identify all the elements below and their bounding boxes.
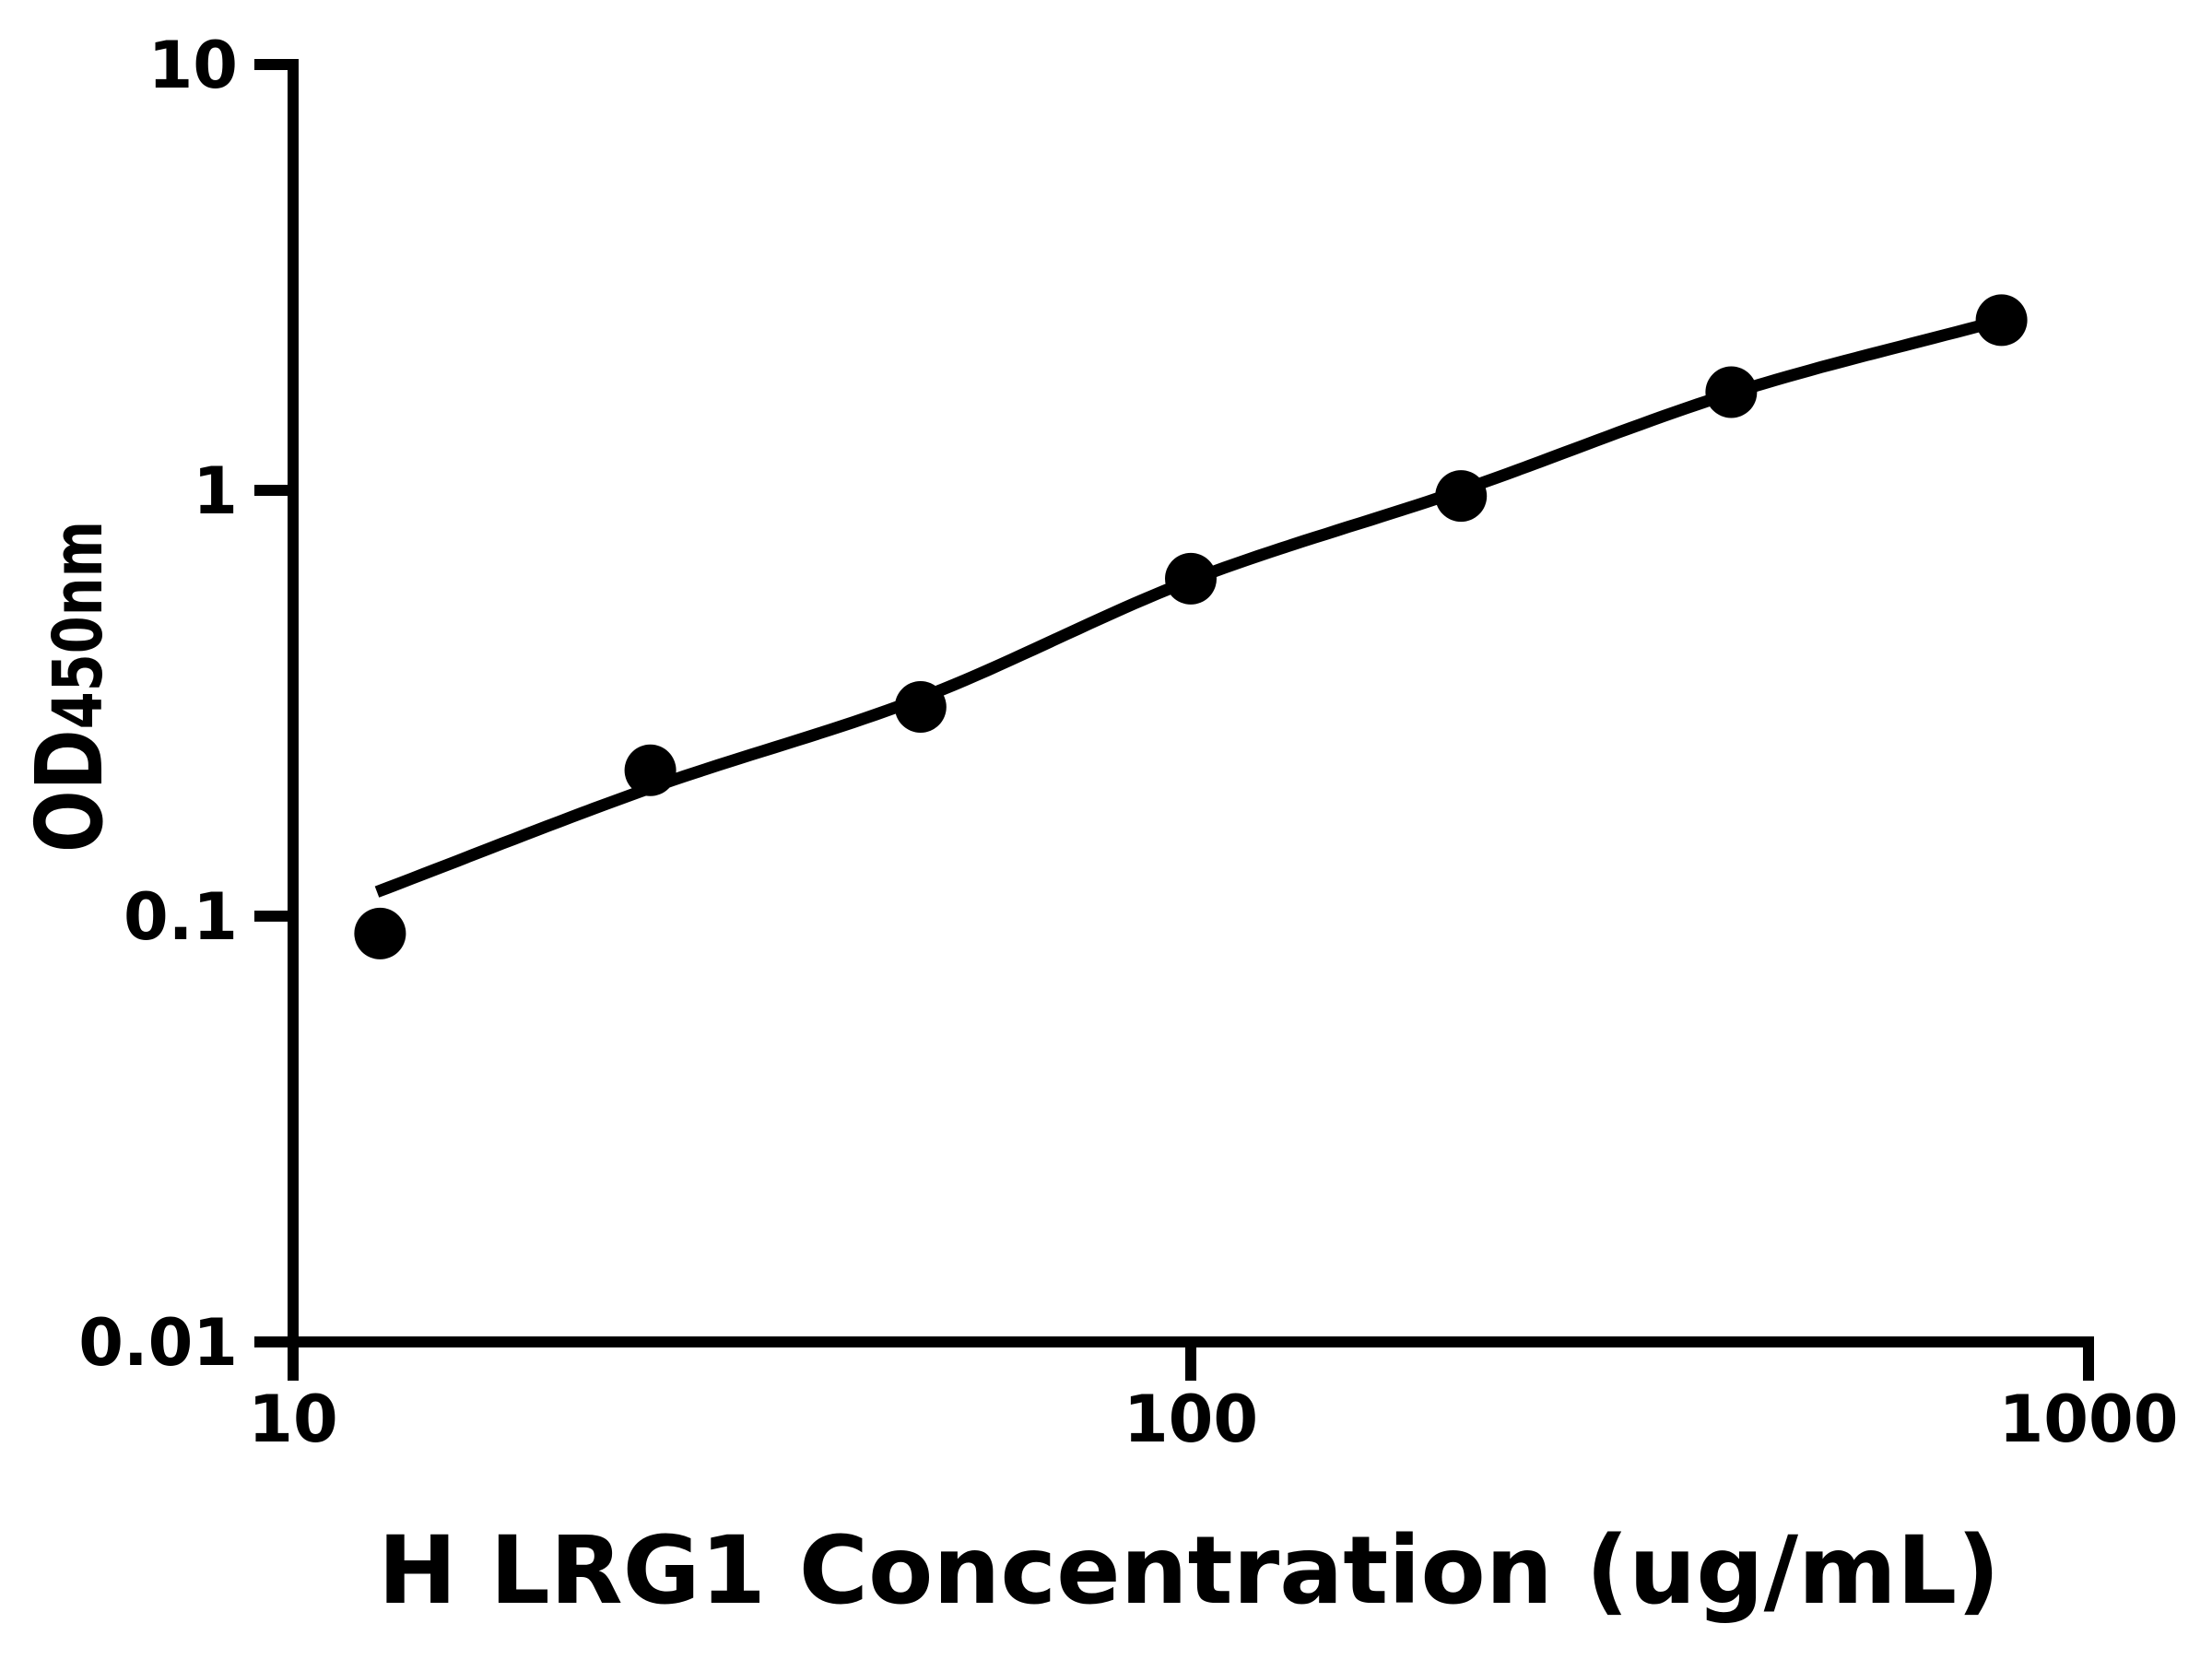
data-point-marker (1165, 552, 1217, 605)
y-tick-label: 0.1 (124, 879, 238, 955)
x-tick-label: 1000 (1999, 1382, 2179, 1457)
data-points-layer (354, 294, 2028, 959)
data-point-marker (1435, 470, 1488, 523)
fit-curve-layer (374, 314, 2004, 898)
x-tick-label: 10 (248, 1382, 337, 1457)
data-point-marker (1705, 366, 1758, 418)
x-tick-label: 100 (1124, 1382, 1258, 1457)
y-tick-label: 1 (193, 453, 238, 529)
y-axis-title-subscript: 450nm (39, 521, 118, 729)
data-point-marker (624, 744, 677, 796)
y-tick-label: 0.01 (78, 1305, 238, 1381)
data-point-marker (1975, 294, 2028, 347)
y-tick-label: 10 (148, 28, 238, 103)
y-axis-title: OD450nm (16, 521, 124, 853)
y-axis-title-main: OD (16, 729, 124, 853)
data-point-marker (354, 907, 406, 959)
data-point-marker (894, 681, 947, 733)
x-axis-title: H LRG1 Concentration (ug/mL) (378, 1516, 2000, 1626)
plot-axes (254, 59, 2094, 1381)
fitted-curve-path (374, 314, 2004, 898)
